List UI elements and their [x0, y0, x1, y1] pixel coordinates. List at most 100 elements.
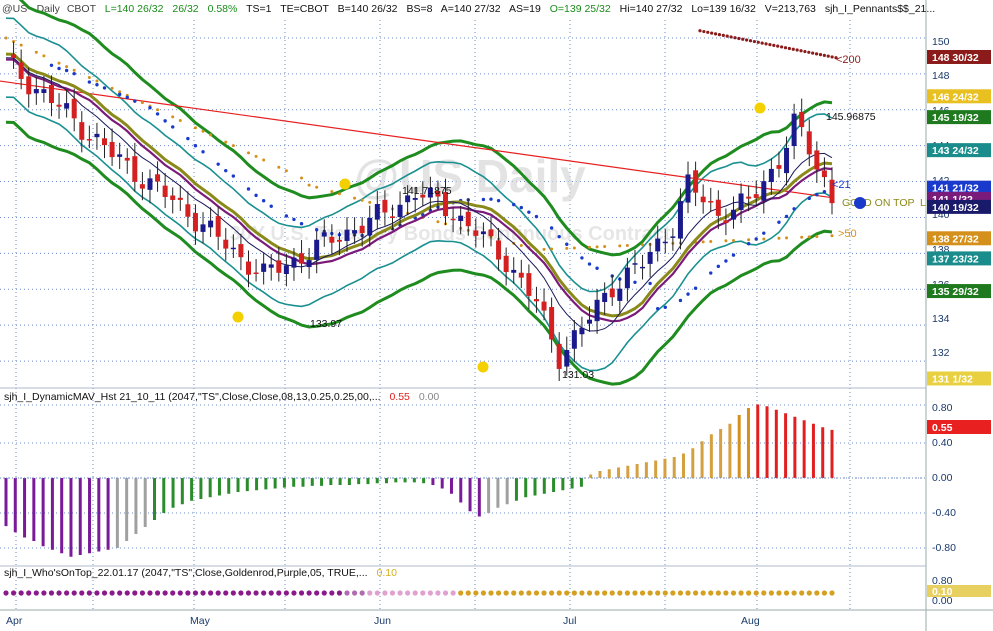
candle-body	[382, 199, 388, 213]
osc1-header: sjh_I_DynamicMAV_Hst 21_10_11 (2047,"TS"…	[4, 391, 439, 403]
whos-on-top-dot	[79, 590, 85, 596]
whos-on-top-dot	[314, 590, 320, 596]
ma21-dot	[314, 228, 319, 232]
month-label-aug: Aug	[741, 615, 760, 627]
ma200-dot	[791, 47, 795, 51]
candle-body	[746, 196, 752, 199]
whos-on-top-dot	[655, 590, 661, 596]
whos-on-top-dot	[94, 590, 100, 596]
ma21-dot	[822, 190, 827, 194]
whos-on-top-dot	[579, 590, 585, 596]
osc1-tick-080: 0.80	[932, 402, 953, 414]
whos-on-top-dot	[458, 590, 464, 596]
ma50-dot	[588, 245, 592, 249]
whos-on-top-dot	[586, 590, 593, 596]
candle-body	[556, 343, 562, 369]
candle-body	[458, 215, 464, 221]
whos-on-top-dot	[746, 590, 752, 596]
price-tag	[927, 143, 991, 158]
ma50-dot	[110, 86, 114, 90]
candle-body	[71, 98, 77, 119]
whos-on-top-dot	[26, 590, 32, 596]
whos-on-top-dot	[147, 590, 153, 596]
whos-on-top-dot	[18, 590, 24, 596]
ma50-dot	[284, 169, 288, 173]
pennant-signal-dot	[477, 361, 489, 373]
whos-on-top-dot	[71, 590, 77, 596]
whos-on-top-dot	[405, 590, 411, 596]
ma50-dot	[550, 247, 554, 251]
candle-body	[132, 156, 138, 182]
candle-body	[102, 138, 108, 146]
whos-on-top-dot	[185, 590, 191, 596]
ma50-dot	[368, 200, 372, 204]
ma21-dot	[686, 292, 690, 296]
ma21-dot	[57, 66, 61, 71]
ma21-dot	[133, 99, 137, 103]
price-panel	[0, 0, 838, 386]
whos-on-top-dot	[170, 590, 176, 596]
whos-on-top-dot	[518, 590, 524, 596]
ma21-dot	[731, 253, 736, 257]
oscillator-panel-1	[0, 404, 926, 557]
price-tick-134: 134	[932, 313, 950, 325]
price-tick-150: 150	[932, 36, 950, 48]
ma50-dot	[262, 158, 266, 162]
ma50-dot	[156, 108, 160, 112]
ma50-dot	[19, 43, 23, 47]
candle-body	[64, 103, 70, 109]
candle-body	[670, 236, 676, 238]
candle-body	[685, 174, 691, 203]
whos-on-top-dot	[3, 590, 9, 596]
ma21-dot	[815, 193, 819, 197]
whos-on-top-dot	[533, 590, 540, 596]
ma21-dot	[549, 226, 554, 230]
whos-on-top-dot	[41, 590, 47, 596]
candle-body	[700, 196, 706, 203]
ma50-dot	[785, 236, 789, 240]
ma50-dot	[360, 198, 364, 202]
whos-on-top-dot	[238, 590, 244, 596]
ma50-dot	[603, 245, 607, 249]
ma21-dot	[633, 280, 637, 284]
ma50-dot	[171, 115, 175, 119]
month-label-apr: Apr	[6, 615, 23, 627]
ma200-dot	[822, 53, 826, 57]
ma21-dot	[292, 217, 296, 222]
june-high-label: 141.71875	[402, 185, 452, 197]
ma200-dot	[783, 46, 788, 50]
candle-body	[587, 319, 593, 324]
candle-body	[730, 209, 736, 220]
header-bid: B=140 26/32	[338, 3, 398, 15]
ma200-dot	[764, 42, 768, 46]
osc1-tick-040: 0.40	[932, 437, 953, 449]
price-axis-tags: 148 30/32 146 24/32 145 19/32 143 24/32 141 …	[927, 49, 991, 386]
whos-on-top-dot	[715, 590, 721, 596]
candle-body	[18, 62, 24, 79]
whos-on-top-dot	[564, 590, 570, 596]
ma200-dot	[795, 48, 799, 52]
candle-body	[738, 193, 744, 210]
header-volume: V=213,763	[765, 3, 816, 15]
ma21-dot	[125, 95, 129, 100]
whos-on-top-dot	[192, 590, 199, 596]
ma50-dot	[595, 245, 599, 249]
ma50-dot	[762, 237, 766, 241]
whos-on-top-dot	[298, 590, 305, 596]
ma21-dot	[716, 264, 721, 269]
price-tag-label: 148 30/32	[932, 52, 979, 64]
osc1-value-2: 0.00	[419, 391, 440, 403]
ma200-dot	[698, 29, 702, 33]
candle-body	[708, 201, 714, 203]
candle-body	[253, 272, 259, 275]
price-tag	[927, 89, 991, 104]
ma200-dot	[717, 33, 722, 37]
whos-on-top-dot	[776, 590, 782, 596]
candle-body	[389, 216, 395, 219]
whos-on-top-dot	[753, 590, 759, 596]
price-tag-label: 143 24/32	[932, 145, 979, 157]
candle-body	[647, 251, 653, 264]
whos-on-top-dot	[442, 590, 449, 596]
header-te: TE=CBOT	[280, 3, 329, 15]
whos-on-top-dot	[799, 590, 805, 596]
